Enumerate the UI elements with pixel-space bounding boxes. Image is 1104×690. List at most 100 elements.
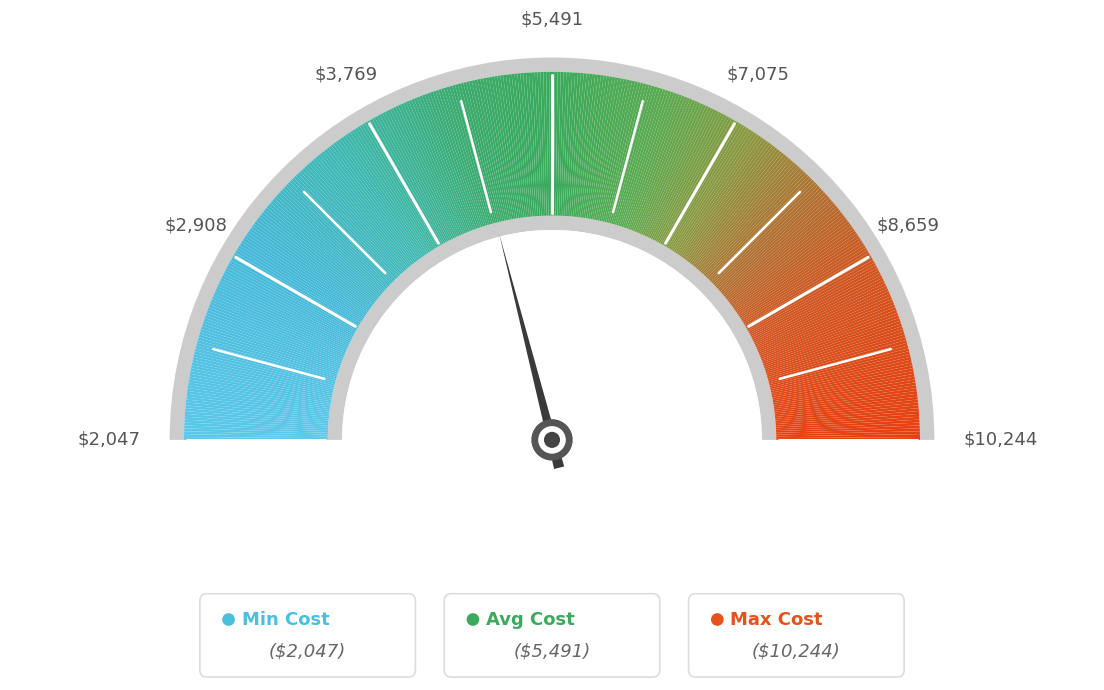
Wedge shape	[573, 74, 590, 217]
Wedge shape	[596, 79, 627, 220]
Wedge shape	[735, 228, 854, 313]
Wedge shape	[686, 144, 773, 261]
Wedge shape	[652, 110, 719, 240]
Wedge shape	[185, 408, 329, 422]
Wedge shape	[200, 332, 338, 375]
Wedge shape	[187, 394, 329, 413]
Wedge shape	[763, 315, 900, 366]
Wedge shape	[436, 90, 482, 227]
Wedge shape	[771, 354, 911, 389]
Wedge shape	[206, 310, 342, 362]
Wedge shape	[693, 155, 786, 267]
Wedge shape	[554, 72, 558, 216]
Wedge shape	[390, 108, 455, 239]
Wedge shape	[370, 119, 443, 245]
Wedge shape	[225, 268, 353, 337]
Wedge shape	[549, 72, 552, 216]
Wedge shape	[352, 129, 432, 251]
Wedge shape	[570, 73, 584, 217]
Wedge shape	[286, 184, 391, 285]
Wedge shape	[231, 257, 358, 331]
Wedge shape	[184, 431, 328, 436]
Text: Max Cost: Max Cost	[730, 611, 822, 629]
Wedge shape	[191, 365, 332, 396]
Wedge shape	[495, 76, 519, 219]
Wedge shape	[776, 426, 920, 433]
Wedge shape	[204, 315, 341, 366]
Wedge shape	[406, 101, 465, 234]
Wedge shape	[322, 151, 413, 265]
Wedge shape	[771, 359, 912, 393]
Wedge shape	[185, 405, 329, 420]
Wedge shape	[676, 132, 756, 253]
Wedge shape	[645, 104, 707, 236]
Wedge shape	[184, 422, 328, 431]
FancyBboxPatch shape	[444, 593, 660, 677]
Wedge shape	[327, 148, 416, 263]
Wedge shape	[761, 304, 895, 359]
Wedge shape	[597, 79, 629, 221]
Wedge shape	[338, 139, 423, 257]
Wedge shape	[263, 210, 376, 301]
Wedge shape	[511, 74, 529, 217]
Wedge shape	[305, 166, 402, 274]
Wedge shape	[585, 76, 609, 219]
Wedge shape	[749, 263, 875, 333]
Wedge shape	[742, 245, 866, 323]
Wedge shape	[526, 72, 538, 216]
Wedge shape	[776, 414, 920, 426]
Wedge shape	[350, 130, 431, 253]
Wedge shape	[692, 152, 784, 266]
Wedge shape	[588, 77, 615, 219]
Wedge shape	[411, 99, 468, 233]
Wedge shape	[309, 162, 405, 272]
Wedge shape	[732, 221, 850, 308]
Wedge shape	[300, 170, 400, 277]
Wedge shape	[665, 121, 740, 247]
Wedge shape	[775, 400, 919, 417]
Wedge shape	[191, 368, 332, 398]
Wedge shape	[438, 89, 485, 226]
Wedge shape	[736, 230, 857, 314]
Wedge shape	[274, 197, 384, 293]
Wedge shape	[229, 263, 355, 333]
Wedge shape	[395, 106, 458, 237]
Text: Avg Cost: Avg Cost	[486, 611, 574, 629]
Wedge shape	[318, 155, 411, 267]
Wedge shape	[772, 365, 913, 396]
Wedge shape	[256, 219, 373, 306]
Wedge shape	[475, 79, 507, 221]
Wedge shape	[666, 123, 742, 248]
Wedge shape	[721, 199, 831, 294]
Wedge shape	[619, 89, 666, 226]
Wedge shape	[506, 75, 526, 217]
Wedge shape	[755, 283, 887, 346]
Wedge shape	[546, 72, 550, 216]
Text: $2,908: $2,908	[164, 216, 227, 235]
Wedge shape	[336, 141, 422, 259]
Wedge shape	[705, 172, 806, 277]
Wedge shape	[658, 116, 730, 244]
Wedge shape	[746, 257, 873, 331]
Wedge shape	[647, 107, 711, 238]
Wedge shape	[425, 94, 476, 230]
Wedge shape	[742, 243, 864, 322]
Wedge shape	[223, 273, 352, 339]
Wedge shape	[328, 216, 776, 440]
Wedge shape	[681, 139, 766, 257]
Wedge shape	[342, 135, 426, 255]
Wedge shape	[703, 168, 802, 275]
Wedge shape	[185, 400, 329, 417]
Wedge shape	[633, 97, 688, 231]
Wedge shape	[757, 291, 890, 351]
Wedge shape	[212, 297, 346, 354]
Text: $3,769: $3,769	[315, 66, 378, 83]
Wedge shape	[564, 72, 575, 216]
Wedge shape	[460, 83, 498, 223]
Wedge shape	[672, 129, 752, 251]
Wedge shape	[774, 391, 917, 412]
Wedge shape	[250, 228, 369, 313]
Wedge shape	[638, 100, 696, 233]
Wedge shape	[769, 348, 910, 386]
Wedge shape	[771, 357, 911, 391]
